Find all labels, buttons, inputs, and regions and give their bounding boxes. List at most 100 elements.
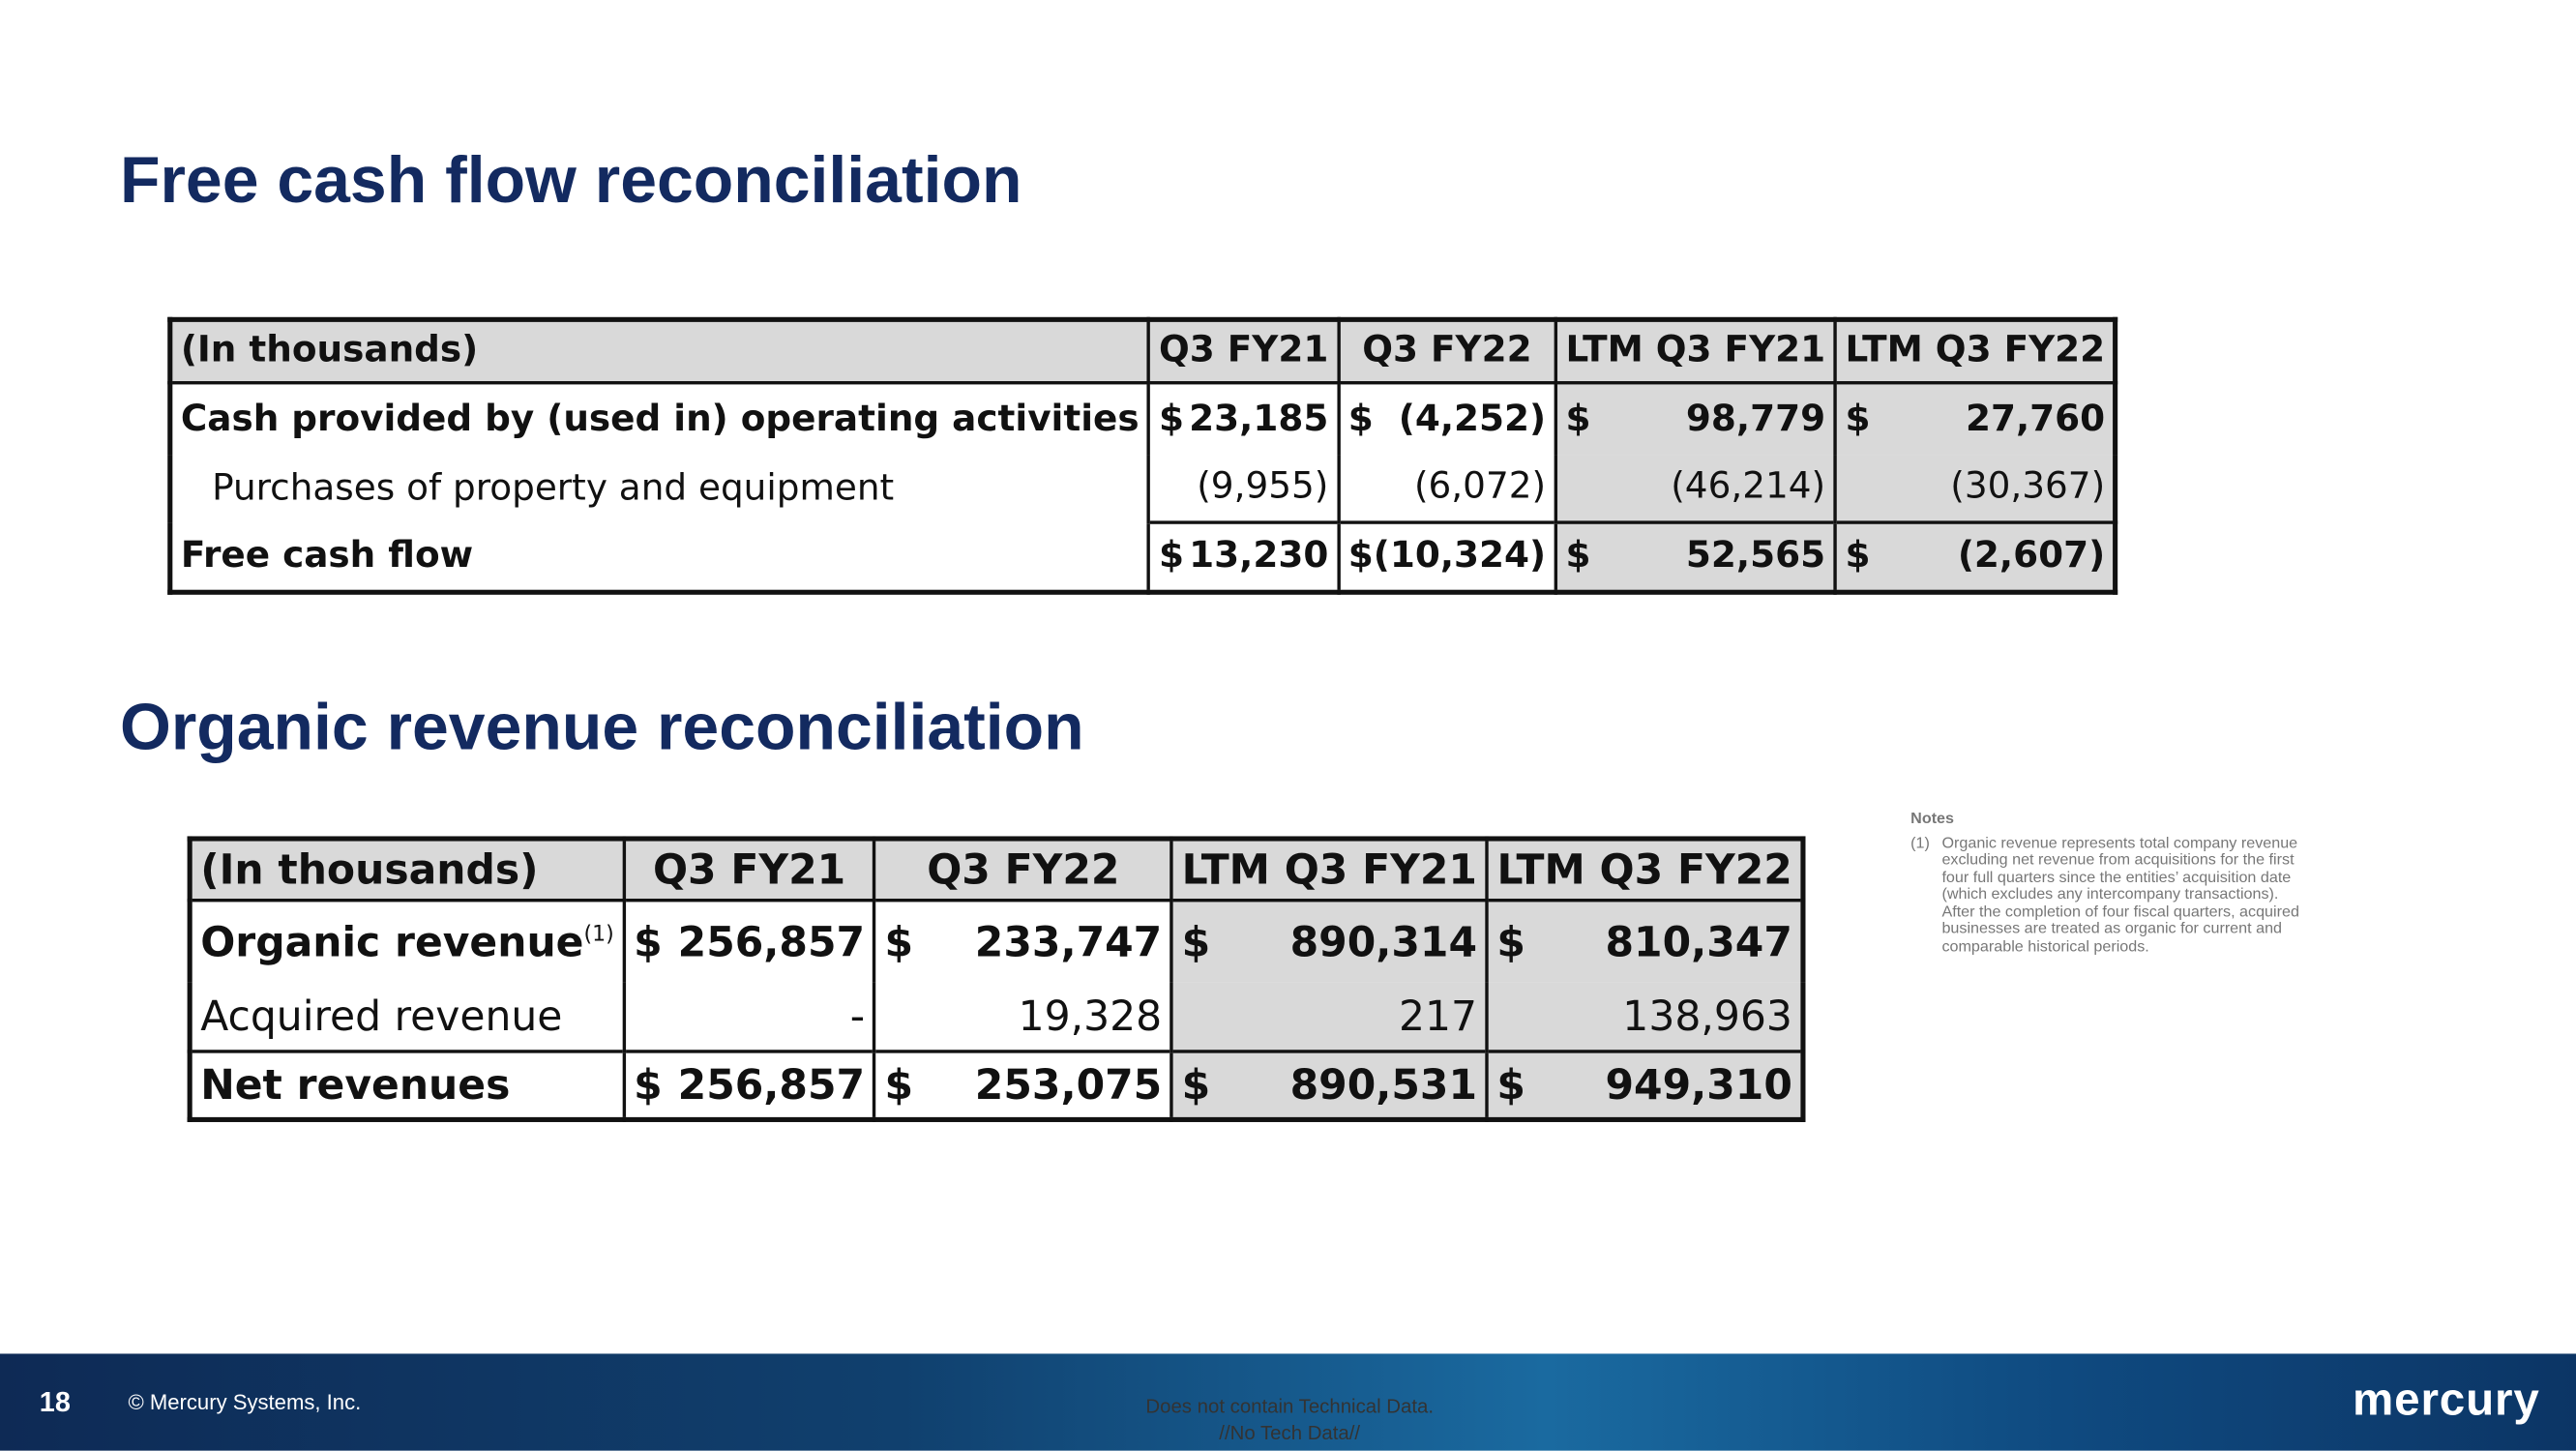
cell: $810,347 xyxy=(1496,918,1791,965)
amount: 890,314 xyxy=(1289,917,1478,965)
row: Net revenues $256,857 $253,075 $890,531 $949… xyxy=(188,1049,1805,1120)
currency: $ xyxy=(1496,1060,1525,1109)
row-label-text: Cash provided by (used in) operating act… xyxy=(180,398,1140,440)
amount: 233,747 xyxy=(974,917,1163,965)
amount: 949,310 xyxy=(1605,1060,1792,1109)
cell: $ (4,252) xyxy=(1348,399,1546,439)
value-cell: $890,531 xyxy=(1170,1049,1489,1120)
value-cell: $253,075 xyxy=(873,1049,1174,1120)
cell: $13,230 xyxy=(1159,536,1328,577)
notes-title: Notes xyxy=(1910,810,1955,828)
value-cell: (30,367) xyxy=(1833,454,2117,522)
cell: $256,857 xyxy=(634,1061,865,1109)
row: Purchases of property and equipment (9,95… xyxy=(168,454,2117,522)
row: Cash provided by (used in) operating act… xyxy=(168,381,2117,455)
fcf-table: (In thousands) Q3 FY21 Q3 FY22 LTM Q3 FY21 L… xyxy=(167,316,2118,595)
amount: 13,230 xyxy=(1189,536,1329,577)
amount: (6,072) xyxy=(1413,466,1547,508)
currency: $ xyxy=(1159,536,1185,577)
logo: mercury xyxy=(2353,1373,2540,1425)
row-label-text: Acquired revenue xyxy=(200,991,563,1040)
amount: 27,760 xyxy=(1965,398,2106,440)
row: Organic revenue(1) $256,857 $233,747 $890,3… xyxy=(188,899,1805,982)
currency: $ xyxy=(1181,917,1211,965)
disclaimer-line: Does not contain Technical Data. xyxy=(1145,1394,1434,1418)
section-title: Free cash flow reconciliation xyxy=(119,144,1022,218)
amount: 253,075 xyxy=(974,1060,1163,1109)
header-cell: Q3 FY21 xyxy=(622,839,876,902)
value-cell: (46,214) xyxy=(1554,454,1838,522)
header-cell: LTM Q3 FY21 xyxy=(1554,319,1838,384)
amount: 19,328 xyxy=(1018,991,1163,1040)
cell: 138,963 xyxy=(1496,992,1792,1039)
amount: 890,531 xyxy=(1289,1060,1478,1109)
header-cell: (In thousands) xyxy=(188,839,626,902)
value-cell: $52,565 xyxy=(1554,519,1838,593)
cell: $233,747 xyxy=(884,918,1162,965)
value-cell: $27,760 xyxy=(1833,381,2117,455)
cell: $98,779 xyxy=(1565,399,1825,439)
value-cell: $233,747 xyxy=(873,899,1174,982)
currency: $ xyxy=(1845,398,1871,440)
header-cell: LTM Q3 FY22 xyxy=(1833,319,2117,384)
currency: $ xyxy=(1159,398,1185,440)
amount: (30,367) xyxy=(1950,466,2106,508)
cell: (9,955) xyxy=(1159,466,1328,507)
value-cell: 217 xyxy=(1170,981,1489,1051)
cell: $890,314 xyxy=(1182,918,1477,965)
currency: $ xyxy=(1496,917,1525,965)
value-cell: $949,310 xyxy=(1485,1049,1805,1120)
cell: (30,367) xyxy=(1846,466,2106,508)
value-cell: $810,347 xyxy=(1485,899,1805,982)
row-label: Acquired revenue xyxy=(188,981,626,1051)
value-cell: $ (10,324) xyxy=(1336,519,1557,593)
value-cell: $256,857 xyxy=(622,1049,876,1120)
amount: 98,779 xyxy=(1685,398,1826,440)
amount: (10,324) xyxy=(1373,536,1547,577)
cell: $27,760 xyxy=(1846,399,2106,439)
currency: $ xyxy=(1845,536,1871,577)
currency: $ xyxy=(634,1060,663,1109)
note-marker: (1) xyxy=(1910,833,1930,852)
header-cell: LTM Q3 FY21 xyxy=(1170,839,1489,902)
cell: - xyxy=(634,992,865,1039)
row-label: Organic revenue(1) xyxy=(188,899,626,982)
value-cell: - xyxy=(622,981,876,1051)
amount: - xyxy=(849,991,866,1040)
currency: $ xyxy=(1181,1060,1211,1109)
note-text: Organic revenue represents total company… xyxy=(1941,833,2299,956)
currency: $ xyxy=(634,917,663,965)
header-cell: Q3 FY22 xyxy=(873,839,1174,902)
currency: $ xyxy=(1347,536,1374,577)
amount: 52,565 xyxy=(1685,536,1826,577)
value-cell: $98,779 xyxy=(1554,381,1838,455)
cell: $949,310 xyxy=(1496,1061,1791,1109)
notes: Notes (1) Organic revenue represents tot… xyxy=(1910,810,2305,957)
row-label-text: Free cash flow xyxy=(180,535,474,577)
cell: $ (10,324) xyxy=(1348,536,1546,577)
row: Acquired revenue - 19,328 217 138,963 xyxy=(188,981,1805,1051)
section-title: Organic revenue reconciliation xyxy=(119,692,1084,764)
currency: $ xyxy=(884,1060,914,1109)
amount: 256,857 xyxy=(677,917,866,965)
cell: (46,214) xyxy=(1565,466,1825,507)
cell: 217 xyxy=(1182,992,1477,1039)
amount: (9,955) xyxy=(1197,466,1329,508)
row-label-text: Purchases of property and equipment xyxy=(212,467,895,509)
row-label: Purchases of property and equipment xyxy=(168,454,1151,522)
header-row: (In thousands) Q3 FY21 Q3 FY22 LTM Q3 FY21 L… xyxy=(168,319,2117,384)
amount: (46,214) xyxy=(1671,466,1826,508)
currency: $ xyxy=(1565,398,1591,440)
note-item: (1) Organic revenue represents total com… xyxy=(1910,833,2305,957)
amount: 217 xyxy=(1398,991,1478,1040)
footnote-ref: (1) xyxy=(583,922,614,947)
cell: $ (2,607) xyxy=(1846,536,2106,577)
amount: 23,185 xyxy=(1189,398,1329,440)
value-cell: $23,185 xyxy=(1147,381,1341,455)
cell: (6,072) xyxy=(1348,466,1546,507)
row-label: Cash provided by (used in) operating act… xyxy=(168,381,1151,455)
value-cell: $256,857 xyxy=(622,899,876,982)
value-cell: $890,314 xyxy=(1170,899,1489,982)
amount: 256,857 xyxy=(677,1060,866,1109)
header-cell: (In thousands) xyxy=(168,319,1151,384)
